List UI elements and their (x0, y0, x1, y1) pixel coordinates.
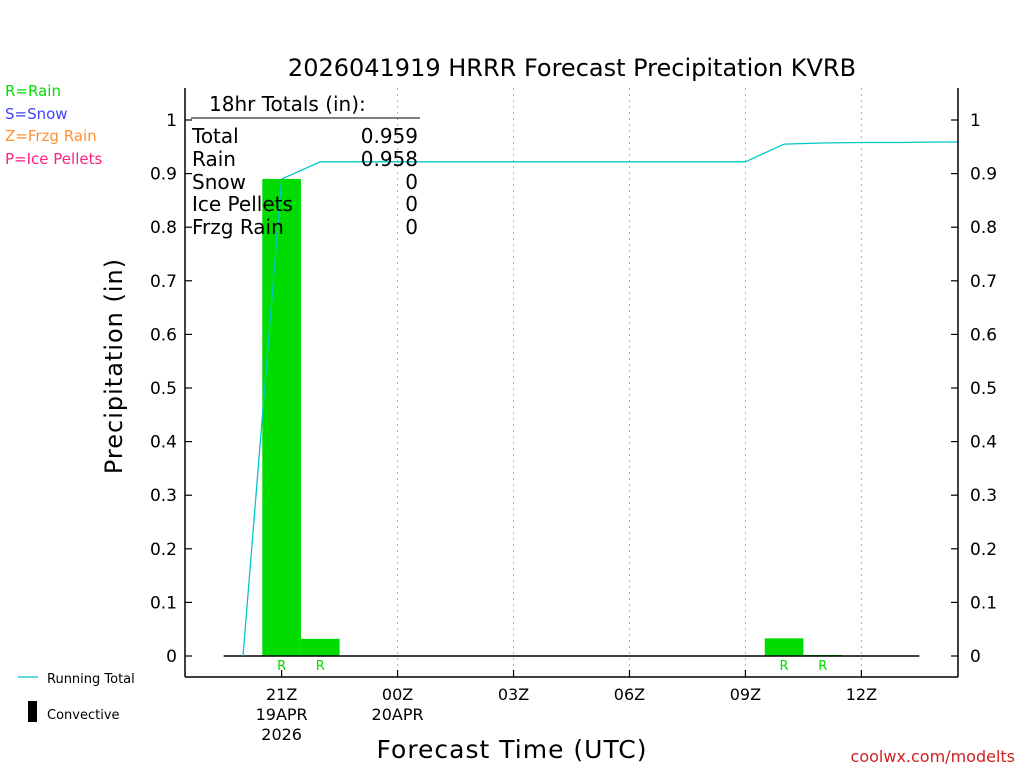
bar-hour-14 (764, 638, 804, 656)
x-tick-label: 03Z (498, 685, 529, 704)
y-axis-left: 0 0.1 0.2 0.3 0.4 0.5 0.6 0.7 0.8 0.9 1 (150, 111, 192, 667)
y-axis-right: 0 0.1 0.2 0.3 0.4 0.5 0.6 0.7 0.8 0.9 1 (951, 111, 997, 667)
y-tick-label-right: 0.3 (970, 486, 997, 506)
bar-series (262, 178, 843, 656)
x-tick-label: 12Z (846, 685, 877, 704)
running-total-series (242, 141, 958, 657)
x-tick-label: 00Z (382, 685, 413, 704)
totals-value-rain: 0.958 (361, 147, 418, 171)
ptype-legend-frzg-rain: Z=Frzg Rain (5, 127, 97, 145)
totals-label-rain: Rain (192, 147, 236, 171)
vertical-gridlines (397, 88, 862, 677)
totals-value-frzg-rain: 0 (405, 215, 418, 239)
totals-label-total: Total (191, 124, 239, 148)
y-tick-label-left: 0.3 (150, 486, 177, 506)
y-tick-label-left: 0.5 (150, 379, 177, 399)
y-tick-label-left: 0 (166, 647, 177, 667)
legend-convective-label: Convective (47, 708, 120, 723)
ptype-legend-ice-pellets: P=Ice Pellets (5, 150, 102, 168)
running-total-line (242, 141, 958, 657)
y-tick-label-left: 0.6 (150, 325, 177, 345)
x-tick-label: 19APR (256, 705, 308, 724)
y-tick-label-left: 0.7 (150, 272, 177, 292)
totals-box: 18hr Totals (in): Total 0.959 Rain 0.958… (191, 92, 420, 239)
y-tick-label-right: 0.8 (970, 218, 997, 238)
ptype-marker-hour-1: R (277, 659, 286, 674)
totals-header: 18hr Totals (in): (209, 92, 366, 116)
y-tick-label-right: 0.7 (970, 272, 997, 292)
totals-label-snow: Snow (192, 170, 246, 194)
y-tick-label-right: 0.2 (970, 540, 997, 560)
credit-text: coolwx.com/modelts (851, 747, 1015, 766)
ptype-legend-rain: R=Rain (5, 82, 61, 100)
ptype-legend-snow: S=Snow (5, 105, 68, 123)
totals-value-snow: 0 (405, 170, 418, 194)
totals-value-total: 0.959 (361, 124, 418, 148)
totals-label-ice-pellets: Ice Pellets (192, 192, 293, 216)
ptype-marker-hour-2: R (316, 659, 325, 674)
y-tick-label-left: 0.9 (150, 165, 177, 185)
y-tick-label-right: 0.4 (970, 433, 997, 453)
x-tick-label: 2026 (261, 725, 302, 744)
totals-label-frzg-rain: Frzg Rain (192, 215, 284, 239)
plot-frame (184, 88, 959, 678)
y-tick-label-right: 0.1 (970, 593, 997, 613)
y-tick-label-right: 0.9 (970, 165, 997, 185)
y-tick-label-right: 1 (970, 111, 981, 131)
x-tick-label: 09Z (730, 685, 761, 704)
bar-hour-2 (300, 638, 340, 656)
y-axis-label: Precipitation (in) (100, 258, 128, 474)
y-tick-label-right: 0.5 (970, 379, 997, 399)
ptype-marker-hour-15: R (818, 659, 827, 674)
legend-convective-swatch (28, 701, 37, 722)
y-tick-label-left: 0.1 (150, 593, 177, 613)
x-axis-label: Forecast Time (UTC) (377, 735, 648, 764)
series-legend: Running Total Convective (18, 672, 135, 723)
legend-running-total-label: Running Total (47, 672, 135, 687)
x-tick-label: 20APR (372, 705, 424, 724)
ptype-legend: R=Rain S=Snow Z=Frzg Rain P=Ice Pellets (5, 82, 102, 168)
y-tick-label-right: 0 (970, 647, 981, 667)
y-tick-label-right: 0.6 (970, 325, 997, 345)
y-tick-label-left: 0.2 (150, 540, 177, 560)
bar-hour-1 (262, 178, 301, 656)
ptype-marker-hour-14: R (780, 659, 789, 674)
y-tick-label-left: 1 (166, 111, 177, 131)
totals-value-ice-pellets: 0 (405, 192, 418, 216)
chart-title: 2026041919 HRRR Forecast Precipitation K… (288, 54, 856, 82)
y-tick-label-left: 0.8 (150, 218, 177, 238)
y-tick-label-left: 0.4 (150, 433, 177, 453)
x-tick-label: 21Z (266, 685, 297, 704)
x-tick-label: 06Z (614, 685, 645, 704)
